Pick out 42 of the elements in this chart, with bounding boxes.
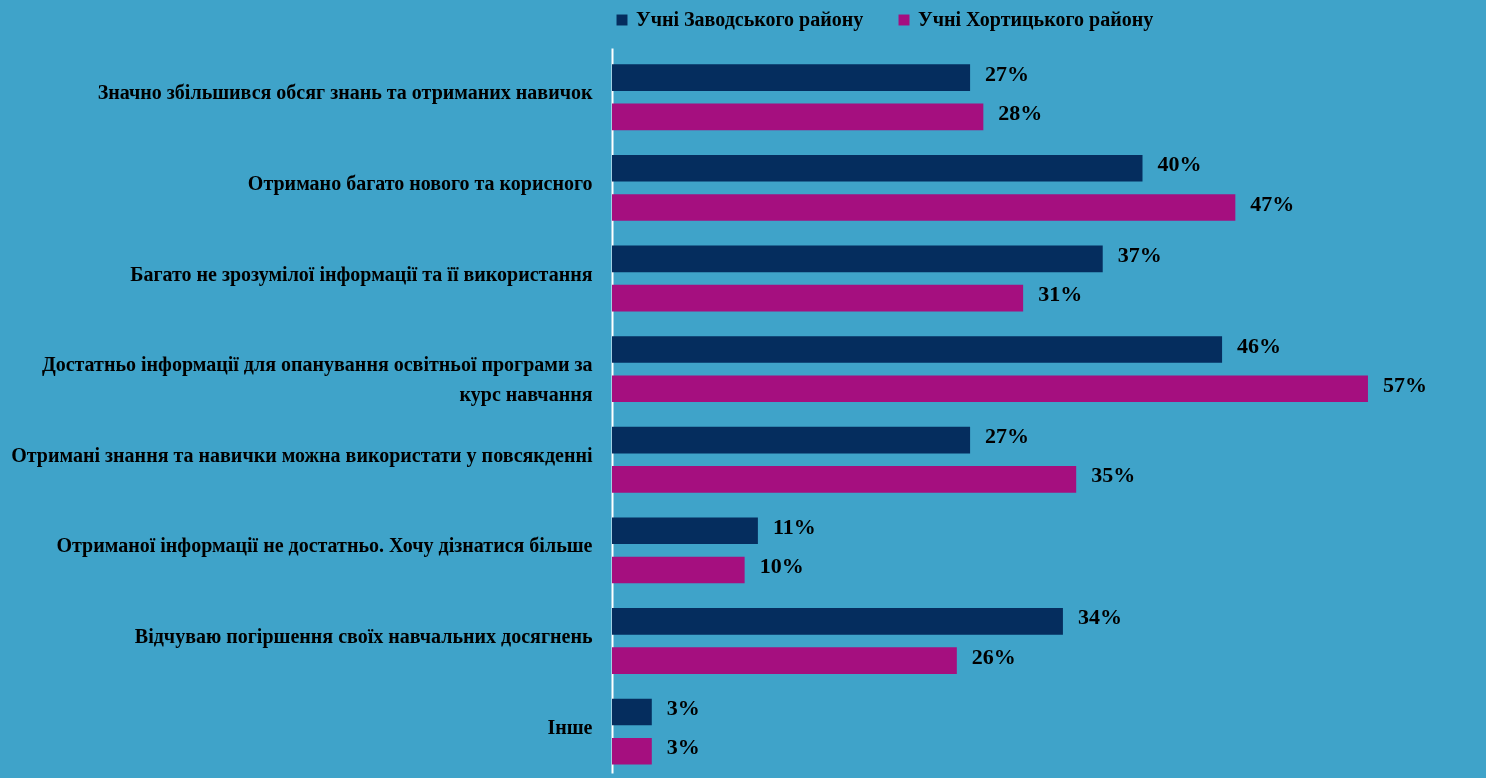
y-tick-label: Інше <box>547 715 593 738</box>
data-label: 40% <box>1157 151 1202 177</box>
bar <box>612 647 957 674</box>
bar <box>612 517 758 545</box>
bar <box>612 737 652 765</box>
y-tick-label: Отримані знання та навички можна використати у повсякденні <box>11 443 593 467</box>
data-label: 3% <box>666 695 700 721</box>
data-label: 46% <box>1237 332 1282 358</box>
data-label: 27% <box>985 60 1030 86</box>
data-label: 47% <box>1250 190 1295 216</box>
bar <box>612 556 745 584</box>
bar <box>612 426 971 454</box>
bar <box>612 284 1024 312</box>
bar <box>612 103 984 131</box>
data-label: 34% <box>1077 604 1122 630</box>
legend-label: Учні Хортицького району <box>918 8 1154 31</box>
data-label: 3% <box>666 734 700 760</box>
bar <box>612 608 1063 635</box>
data-label: 35% <box>1091 462 1136 488</box>
y-tick-label: Достатньо інформації для опанування освітньої програми за курс навчання <box>41 353 593 407</box>
y-tick-label: Отримано багато нового та корисного <box>247 171 593 195</box>
data-label: 37% <box>1117 241 1162 267</box>
legend-label: Учні Заводського району <box>636 8 864 31</box>
data-label: 26% <box>971 643 1016 669</box>
y-tick-label: Значно збільшився обсяг знань та отриманих навичок <box>97 81 593 105</box>
bar <box>612 375 1368 403</box>
y-tick-label: Отриманої інформації не достатньо. Хочу дізнатися більше <box>56 534 593 558</box>
bar <box>612 336 1223 363</box>
data-label: 31% <box>1038 281 1083 307</box>
bar <box>612 154 1143 182</box>
data-label: 27% <box>985 423 1030 449</box>
data-label: 57% <box>1382 371 1427 397</box>
bar <box>612 698 652 726</box>
y-tick-label: Відчуваю погіршення своїх навчальних досягнень <box>134 625 593 649</box>
bar <box>612 466 1077 493</box>
data-label: 28% <box>998 99 1043 125</box>
data-label: 11% <box>772 513 816 539</box>
y-tick-label: Багато не зрозумілої інформації та її використання <box>130 262 593 286</box>
bar <box>612 64 971 91</box>
data-label: 10% <box>759 553 804 579</box>
bar <box>612 194 1236 221</box>
bar <box>612 245 1103 273</box>
